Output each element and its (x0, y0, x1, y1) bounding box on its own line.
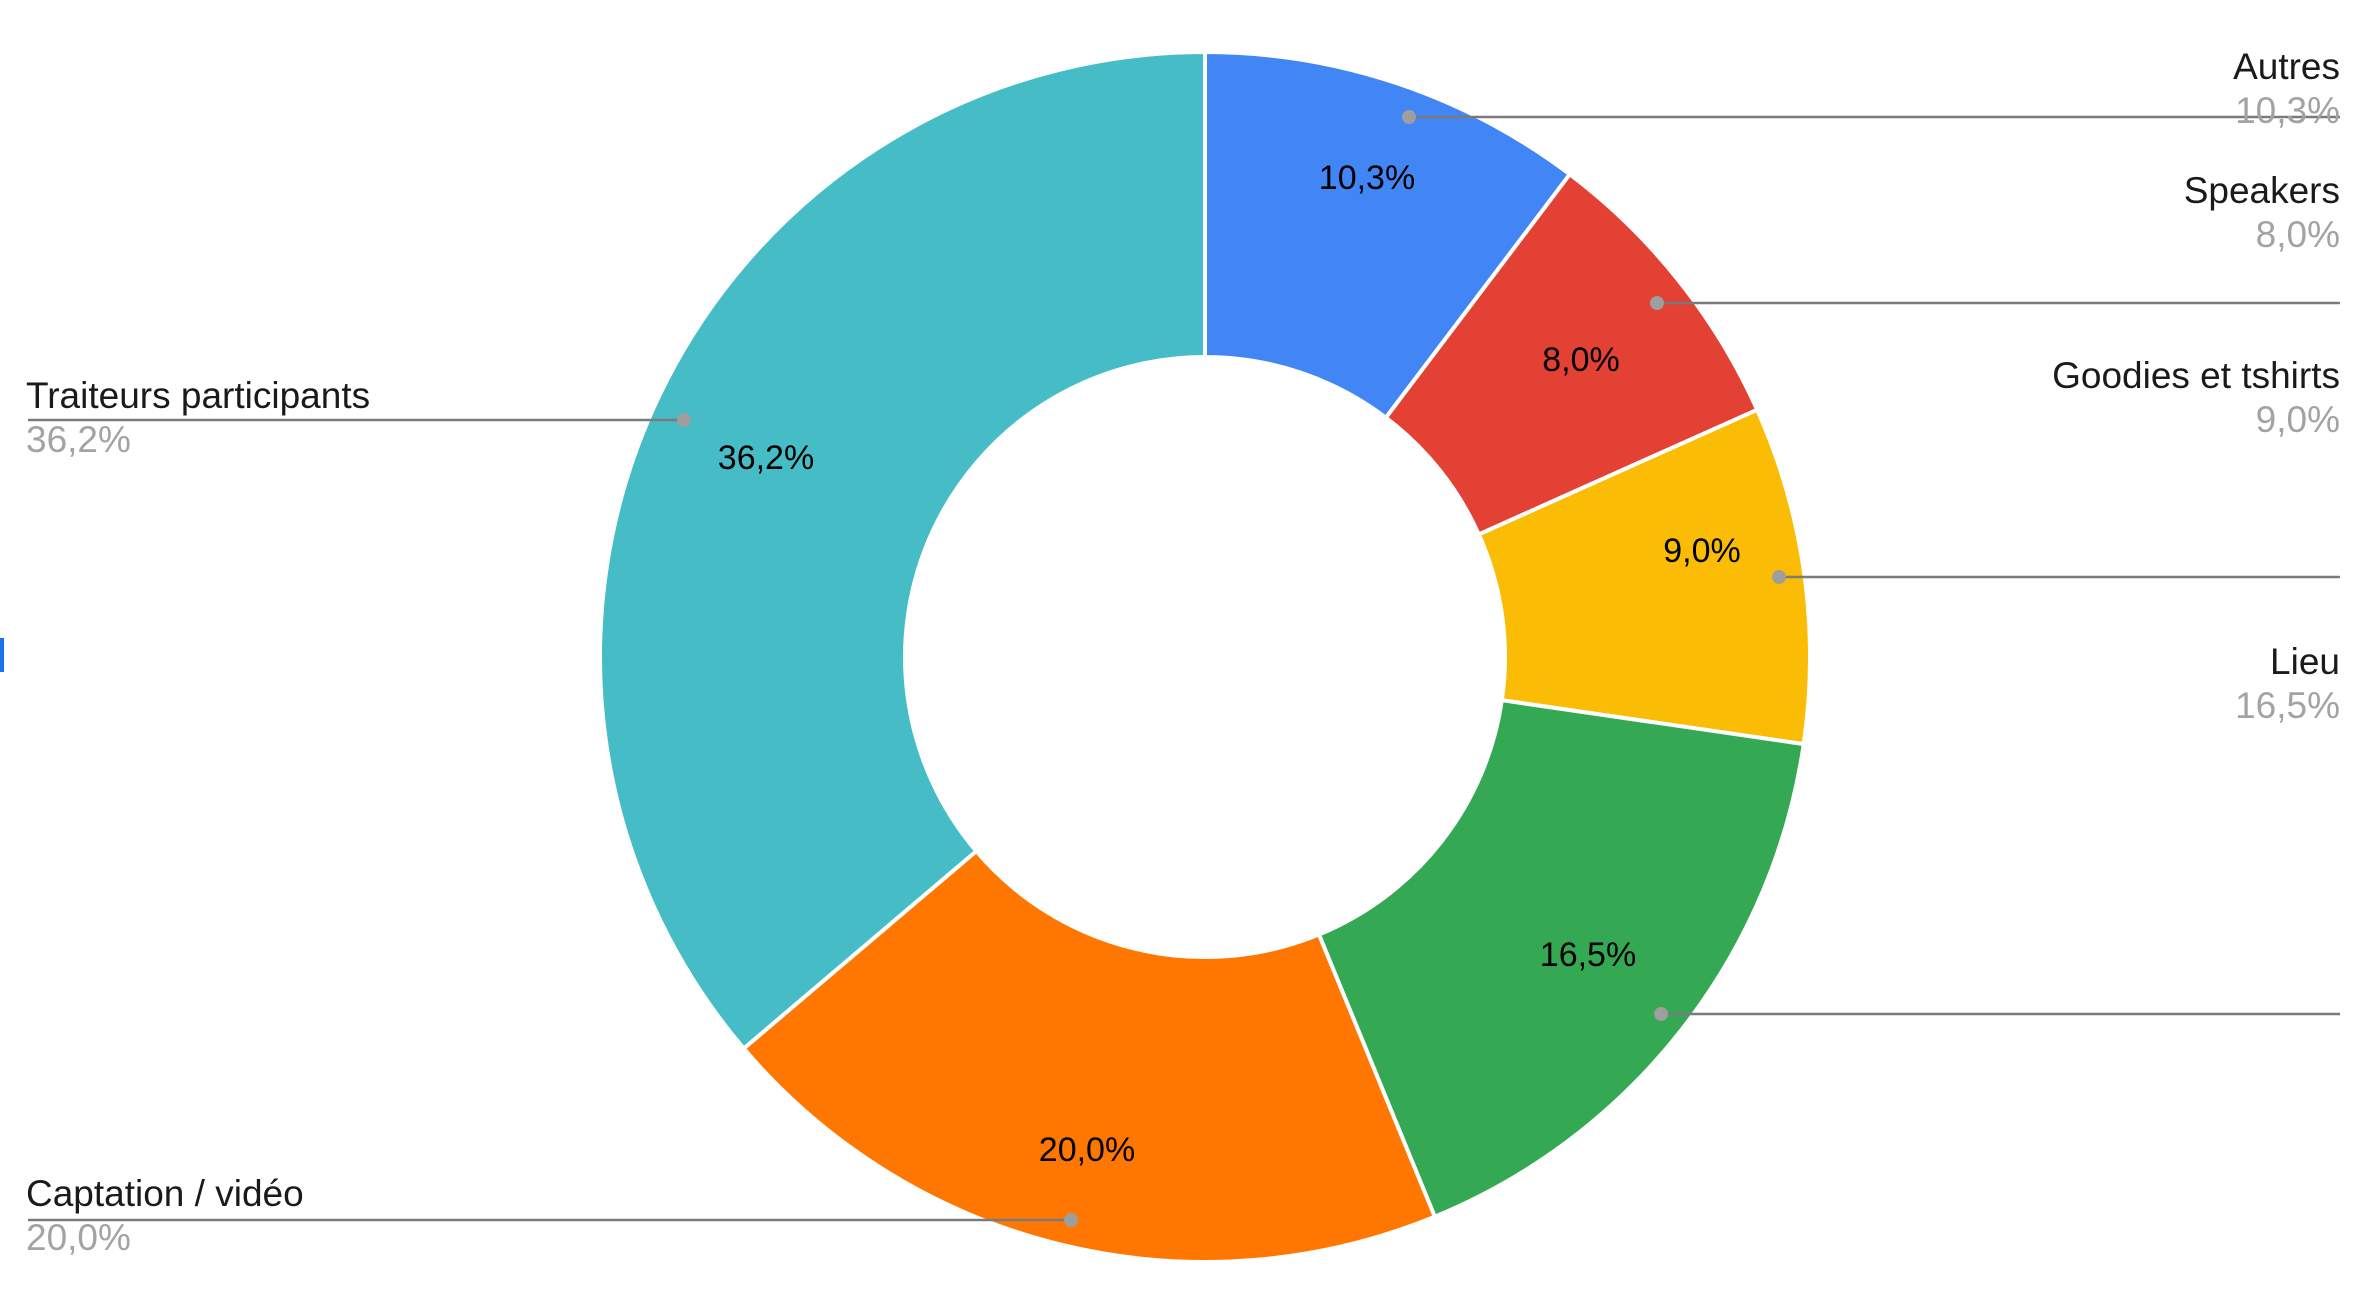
leader-dot (1064, 1213, 1078, 1227)
callout-category-value: 9,0% (2255, 399, 2340, 440)
selection-edge-marker[interactable] (0, 638, 4, 672)
callout-category-name: Speakers (2183, 170, 2340, 211)
leader-lines-group (28, 110, 2340, 1227)
callout-label[interactable]: Lieu 16,5% (2235, 640, 2340, 728)
leader-dot (1402, 110, 1416, 124)
callout-category-name: Traiteurs participants (26, 375, 371, 416)
pie-slice[interactable] (1316, 698, 1806, 1219)
callout-category-value: 36,2% (26, 419, 131, 460)
callout-category-value: 20,0% (26, 1217, 131, 1258)
callout-label[interactable]: Captation / vidéo 20,0% (26, 1172, 304, 1260)
slice-value-label: 16,5% (1540, 936, 1636, 974)
leader-dot (1650, 296, 1664, 310)
callout-label[interactable]: Traiteurs participants 36,2% (26, 374, 370, 462)
leader-dot (677, 413, 691, 427)
slice-value-label: 8,0% (1542, 341, 1620, 379)
callout-category-value: 8,0% (2255, 214, 2340, 255)
callout-category-name: Captation / vidéo (26, 1173, 304, 1214)
callout-label[interactable]: Autres 10,3% (2233, 45, 2340, 133)
callout-category-name: Autres (2233, 46, 2340, 87)
slice-value-label: 9,0% (1663, 532, 1741, 570)
slice-value-label: 20,0% (1039, 1131, 1135, 1169)
callout-label[interactable]: Speakers 8,0% (2184, 169, 2340, 257)
callout-category-value: 16,5% (2235, 685, 2340, 726)
callout-category-value: 10,3% (2235, 90, 2340, 131)
callout-category-name: Goodies et tshirts (2052, 355, 2340, 396)
callout-category-name: Lieu (2270, 641, 2340, 682)
slice-value-label: 10,3% (1319, 159, 1415, 197)
callout-label[interactable]: Goodies et tshirts 9,0% (2052, 354, 2340, 442)
leader-dot (1654, 1007, 1668, 1021)
pie-slice[interactable] (1476, 407, 1812, 747)
pie-slices-group (597, 50, 1812, 1264)
slice-value-label: 36,2% (718, 439, 814, 477)
pie-slice[interactable] (741, 849, 1437, 1264)
slice-value-labels-group: 10,3% 8,0% 9,0% 16,5% 20,0% 36,2% (718, 159, 1741, 1169)
pie-slice[interactable] (597, 50, 1207, 1051)
leader-dot (1772, 570, 1786, 584)
pie-slice[interactable] (1203, 50, 1572, 420)
